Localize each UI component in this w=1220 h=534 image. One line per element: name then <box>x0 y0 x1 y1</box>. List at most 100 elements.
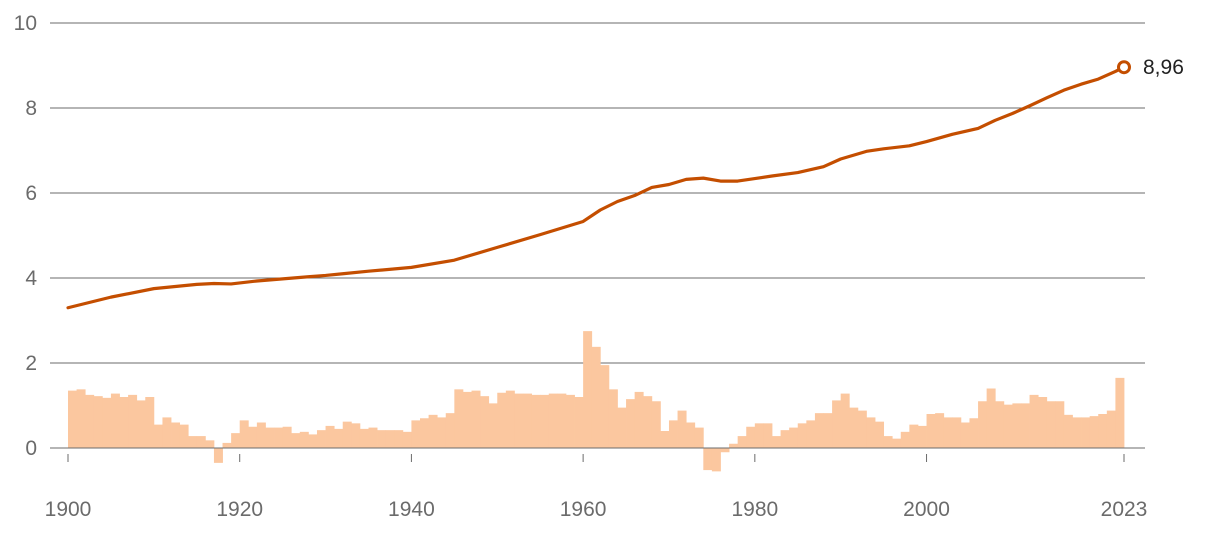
bar <box>823 413 833 448</box>
bar <box>505 390 515 448</box>
x-tick-label: 1920 <box>216 498 263 521</box>
bar <box>849 407 859 448</box>
end-marker <box>1117 60 1131 75</box>
end-value-label: 8,96 <box>1143 56 1184 79</box>
bar <box>900 431 910 448</box>
line-series <box>66 65 1126 310</box>
bar <box>299 431 309 448</box>
bar <box>1055 401 1065 448</box>
bar <box>402 431 412 448</box>
y-tick-label: 4 <box>25 267 37 290</box>
bar <box>196 436 206 448</box>
bar <box>351 423 361 448</box>
bar <box>857 410 867 448</box>
bar <box>1072 417 1082 448</box>
bar <box>291 433 301 448</box>
bar <box>540 394 550 448</box>
bar <box>153 424 163 448</box>
bar <box>737 436 747 448</box>
bar <box>471 390 481 448</box>
bar <box>1063 414 1073 448</box>
bar <box>686 422 696 448</box>
bar <box>978 401 988 448</box>
bar <box>1115 377 1125 448</box>
bar <box>832 400 842 448</box>
bar <box>746 426 756 448</box>
bar <box>969 418 979 448</box>
bar <box>797 423 807 448</box>
bar <box>814 413 824 448</box>
bar <box>608 389 618 448</box>
bar <box>1106 410 1116 448</box>
bar <box>600 365 610 448</box>
bar <box>574 397 584 448</box>
bar <box>772 436 781 448</box>
bar <box>85 394 95 448</box>
bar <box>952 417 962 448</box>
bar <box>231 433 241 448</box>
bar <box>145 397 155 448</box>
bar <box>514 393 524 448</box>
bar <box>1046 401 1056 448</box>
y-tick-label: 6 <box>25 182 37 205</box>
bar <box>136 400 146 448</box>
bar <box>359 428 369 448</box>
bar <box>68 390 77 448</box>
bar <box>694 427 704 448</box>
bar <box>557 393 567 448</box>
y-axis-ticks: 0 2 4 6 8 10 <box>14 12 38 460</box>
bar-series <box>68 331 1125 472</box>
bar <box>1098 414 1108 448</box>
bar <box>368 427 378 448</box>
series-line <box>66 65 1126 310</box>
bar <box>643 396 653 448</box>
bar <box>1020 403 1030 448</box>
bar <box>565 394 575 448</box>
bar <box>651 401 661 448</box>
bar <box>875 421 885 448</box>
bar <box>583 331 593 448</box>
bar <box>394 430 404 448</box>
bar <box>1012 403 1022 448</box>
bar <box>488 403 498 448</box>
end-marker-group: 8,96 <box>1117 56 1184 79</box>
bar <box>454 389 464 448</box>
bar <box>274 427 284 448</box>
bar <box>617 407 627 448</box>
bar <box>377 430 387 448</box>
y-tick-label: 2 <box>25 352 37 375</box>
bar <box>256 422 266 448</box>
x-tick-label: 1940 <box>388 498 435 521</box>
bar <box>995 401 1005 448</box>
bar <box>917 425 927 448</box>
bar <box>703 448 713 471</box>
bar <box>591 346 601 448</box>
bar <box>866 417 876 448</box>
bar <box>677 410 687 448</box>
bar <box>171 422 181 448</box>
bar <box>986 388 996 448</box>
bar <box>428 414 438 448</box>
bar <box>316 430 326 448</box>
bar <box>883 436 893 448</box>
bar <box>1089 416 1099 448</box>
bar <box>1029 394 1039 448</box>
bar <box>548 393 558 448</box>
x-tick-label: 2023 <box>1101 498 1148 521</box>
x-tick-label: 1980 <box>731 498 778 521</box>
bar <box>325 425 335 448</box>
bar <box>110 393 120 448</box>
bar <box>248 426 258 448</box>
bar <box>420 418 429 448</box>
bar <box>308 434 318 448</box>
bar <box>789 427 799 448</box>
bar <box>523 393 533 448</box>
bar <box>497 392 507 448</box>
bar <box>480 396 490 448</box>
bar <box>102 397 112 448</box>
bar <box>93 396 103 448</box>
bar <box>342 421 352 448</box>
x-tick-label: 1960 <box>560 498 607 521</box>
bar <box>531 394 541 448</box>
y-tick-label: 8 <box>25 97 37 120</box>
